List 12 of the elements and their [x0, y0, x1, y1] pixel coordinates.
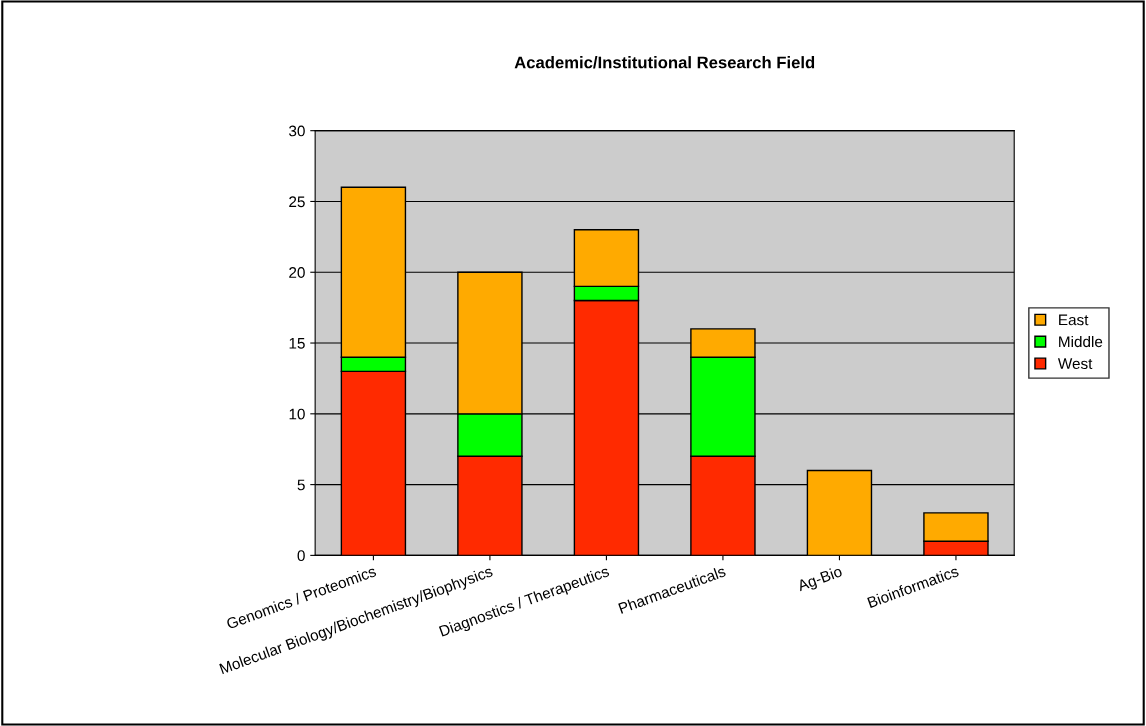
chart-title: Academic/Institutional Research Field [514, 56, 815, 69]
legend-label: East [1059, 314, 1089, 326]
y-tick-label: 0 [297, 550, 305, 562]
y-tick-label: 15 [289, 338, 305, 349]
y-tick-label: 10 [289, 408, 305, 420]
y-tick-label: 30 [289, 125, 305, 137]
y-tick-label: 5 [297, 479, 305, 491]
y-tick-label: 20 [289, 267, 305, 278]
legend-label: Middle [1059, 335, 1103, 348]
y-tick-label: 25 [289, 196, 305, 208]
legend-label: West [1057, 358, 1093, 370]
x-tick-label: Ag-Bio [796, 565, 844, 595]
